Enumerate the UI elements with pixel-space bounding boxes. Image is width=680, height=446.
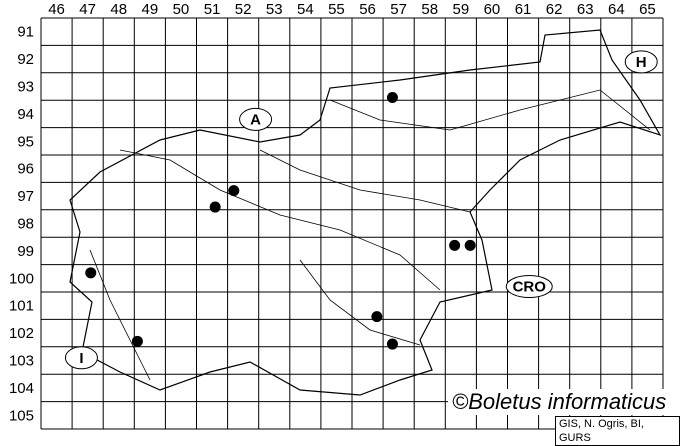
row-label: 99 (17, 243, 34, 260)
country-label-oval (624, 50, 658, 74)
column-label: 62 (546, 1, 563, 18)
record-dot (228, 185, 240, 197)
column-label: 63 (577, 1, 594, 18)
record-dot (386, 91, 398, 103)
record-dot (449, 239, 461, 251)
column-label: 57 (390, 1, 407, 18)
column-label: 53 (266, 1, 283, 18)
country-label: H (636, 54, 647, 71)
column-label: 54 (297, 1, 314, 18)
row-label: 103 (9, 353, 34, 370)
grid-lines (40, 17, 664, 430)
column-label: 49 (142, 1, 159, 18)
record-dot (209, 201, 221, 213)
column-label: 52 (235, 1, 252, 18)
row-label: 104 (9, 380, 34, 397)
country-label: A (250, 111, 261, 128)
column-label: 61 (515, 1, 532, 18)
column-label: 46 (48, 1, 65, 18)
row-label: 97 (17, 188, 34, 205)
column-label: 55 (328, 1, 345, 18)
column-label: 58 (421, 1, 438, 18)
record-dot (386, 338, 398, 350)
column-label: 64 (608, 1, 625, 18)
column-label: 59 (453, 1, 470, 18)
record-dot (371, 311, 383, 323)
row-label: 102 (9, 325, 34, 342)
record-dot (131, 335, 143, 347)
row-label: 100 (9, 270, 34, 287)
column-label: 56 (359, 1, 376, 18)
credit-text: ©Boletus informaticus (448, 389, 671, 415)
country-label-oval (239, 107, 273, 131)
source-text: GIS, N. Ogris, BI, GURS (555, 416, 680, 446)
row-label: 101 (9, 298, 34, 315)
country-label: I (79, 350, 83, 367)
rivers (89, 89, 651, 381)
column-label: 65 (639, 1, 656, 18)
row-label: 105 (9, 407, 34, 424)
row-label: 91 (17, 24, 34, 41)
country-border (69, 29, 662, 396)
row-label: 98 (17, 216, 34, 233)
row-label: 93 (17, 79, 34, 96)
record-dot (464, 239, 476, 251)
country-label-oval (64, 346, 98, 370)
row-label: 92 (17, 51, 34, 68)
column-label: 48 (110, 1, 127, 18)
column-label: 60 (484, 1, 501, 18)
record-dot (85, 267, 97, 279)
column-label: 47 (79, 1, 96, 18)
country-label: CRO (513, 279, 547, 296)
column-label: 51 (204, 1, 221, 18)
row-label: 96 (17, 161, 34, 178)
row-label: 94 (17, 106, 34, 123)
distribution-map: 46 47 48 49 50 51 52 53 54 55 56 57 58 59 60 61 62 63 64 65… (9, 1, 664, 430)
column-label: 50 (173, 1, 190, 18)
row-label: 95 (17, 133, 34, 150)
country-label-oval (505, 275, 553, 299)
